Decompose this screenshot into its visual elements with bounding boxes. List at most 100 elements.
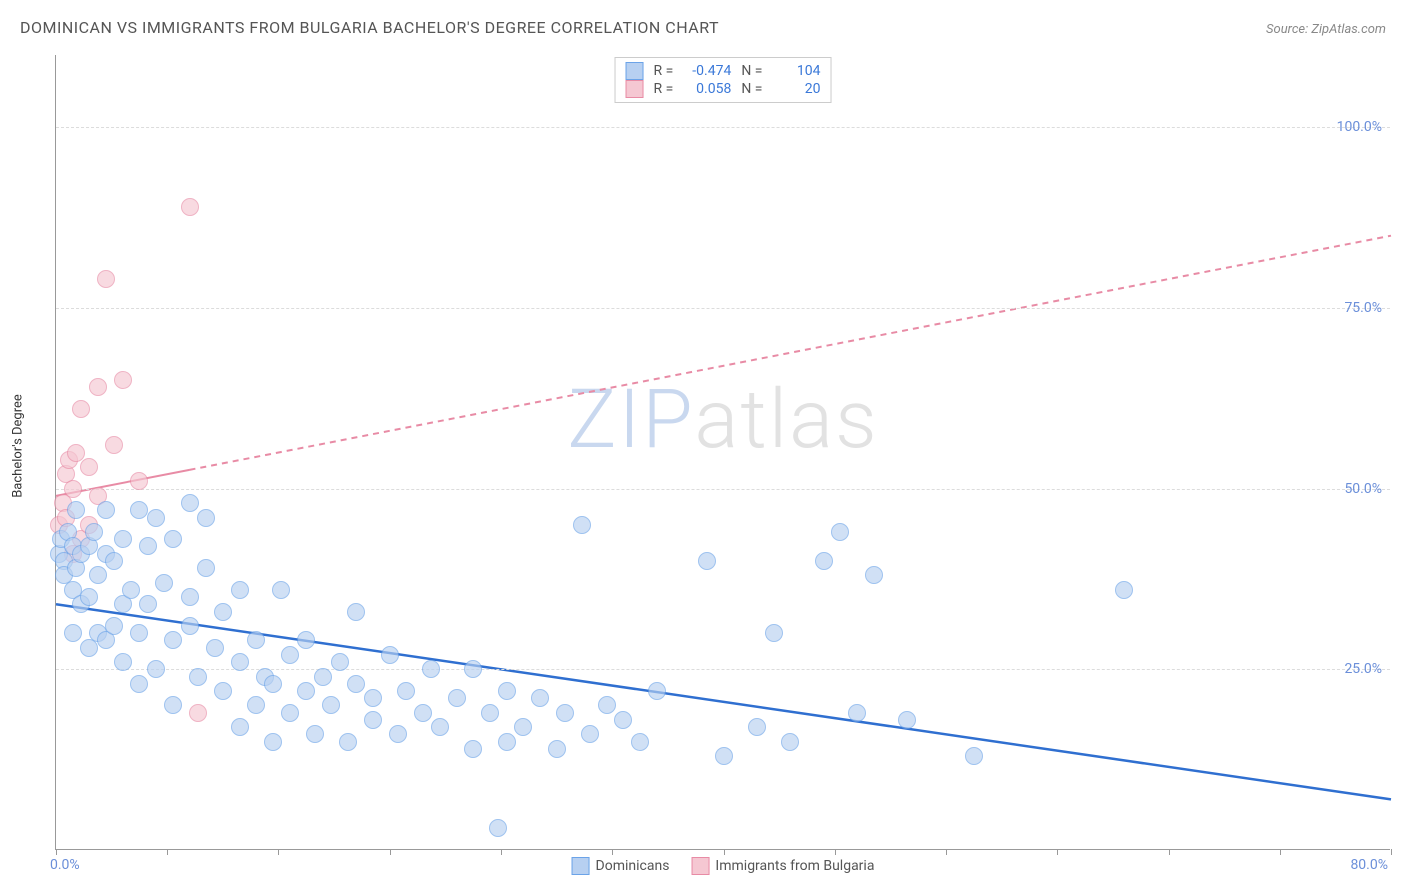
data-point-dominicans — [272, 581, 290, 599]
data-point-dominicans — [556, 704, 574, 722]
r-value-bulgaria: 0.058 — [683, 81, 731, 97]
data-point-dominicans — [573, 516, 591, 534]
data-point-dominicans — [364, 711, 382, 729]
data-point-dominicans — [581, 725, 599, 743]
data-point-dominicans — [865, 566, 883, 584]
data-point-dominicans — [155, 574, 173, 592]
data-point-dominicans — [264, 675, 282, 693]
data-point-bulgaria — [181, 198, 199, 216]
x-tick-mark — [278, 849, 279, 855]
data-point-dominicans — [139, 595, 157, 613]
data-point-dominicans — [281, 646, 299, 664]
data-point-dominicans — [281, 704, 299, 722]
data-point-dominicans — [197, 509, 215, 527]
data-point-dominicans — [164, 696, 182, 714]
data-point-dominicans — [648, 682, 666, 700]
legend-label-bulgaria: Immigrants from Bulgaria — [715, 858, 874, 874]
data-point-dominicans — [364, 689, 382, 707]
data-point-dominicans — [448, 689, 466, 707]
bottom-legend: Dominicans Immigrants from Bulgaria — [572, 857, 875, 875]
x-tick-mark — [835, 849, 836, 855]
data-point-dominicans — [297, 631, 315, 649]
data-point-dominicans — [147, 660, 165, 678]
data-point-dominicans — [231, 653, 249, 671]
legend-label-dominicans: Dominicans — [596, 858, 670, 874]
data-point-dominicans — [422, 660, 440, 678]
y-axis-title: Bachelor's Degree — [11, 394, 26, 498]
x-min-label: 0.0% — [50, 857, 80, 873]
data-point-dominicans — [105, 552, 123, 570]
x-tick-mark — [946, 849, 947, 855]
data-point-dominicans — [815, 552, 833, 570]
data-point-dominicans — [322, 696, 340, 714]
data-point-dominicans — [85, 523, 103, 541]
data-point-dominicans — [464, 660, 482, 678]
data-point-dominicans — [89, 566, 107, 584]
n-label: N = — [741, 81, 762, 97]
data-point-dominicans — [189, 668, 207, 686]
data-point-bulgaria — [89, 378, 107, 396]
swatch-bulgaria — [626, 80, 644, 98]
data-point-dominicans — [214, 682, 232, 700]
data-point-dominicans — [130, 501, 148, 519]
stats-box: R = -0.474 N = 104 R = 0.058 N = 20 — [615, 57, 832, 103]
x-tick-mark — [56, 849, 57, 855]
data-point-dominicans — [381, 646, 399, 664]
r-value-dominicans: -0.474 — [683, 63, 731, 79]
data-point-dominicans — [1115, 581, 1133, 599]
legend-item-dominicans: Dominicans — [572, 857, 670, 875]
y-tick-label: 100.0% — [1337, 119, 1382, 135]
data-point-dominicans — [347, 675, 365, 693]
data-point-dominicans — [105, 617, 123, 635]
data-point-dominicans — [347, 603, 365, 621]
data-point-dominicans — [114, 530, 132, 548]
n-value-dominicans: 104 — [772, 63, 820, 79]
data-point-dominicans — [498, 733, 516, 751]
data-point-dominicans — [297, 682, 315, 700]
r-label: R = — [654, 63, 674, 79]
data-point-dominicans — [67, 501, 85, 519]
data-point-dominicans — [514, 718, 532, 736]
data-point-dominicans — [414, 704, 432, 722]
data-point-dominicans — [80, 588, 98, 606]
y-tick-label: 50.0% — [1344, 481, 1382, 497]
swatch-dominicans — [626, 62, 644, 80]
grid-line — [56, 127, 1390, 128]
data-point-dominicans — [247, 631, 265, 649]
x-tick-mark — [1169, 849, 1170, 855]
data-point-dominicans — [231, 718, 249, 736]
data-point-dominicans — [231, 581, 249, 599]
data-point-dominicans — [481, 704, 499, 722]
data-point-dominicans — [197, 559, 215, 577]
data-point-bulgaria — [64, 480, 82, 498]
data-point-dominicans — [598, 696, 616, 714]
data-point-bulgaria — [80, 458, 98, 476]
x-tick-mark — [167, 849, 168, 855]
x-max-label: 80.0% — [1350, 857, 1388, 873]
data-point-bulgaria — [189, 704, 207, 722]
source-label: Source: ZipAtlas.com — [1266, 22, 1386, 37]
data-point-dominicans — [247, 696, 265, 714]
x-tick-mark — [1280, 849, 1281, 855]
data-point-dominicans — [64, 624, 82, 642]
data-point-dominicans — [831, 523, 849, 541]
data-point-dominicans — [489, 819, 507, 837]
n-label: N = — [741, 63, 762, 79]
data-point-bulgaria — [130, 472, 148, 490]
data-point-dominicans — [130, 624, 148, 642]
grid-line — [56, 489, 1390, 490]
data-point-dominicans — [181, 617, 199, 635]
chart-title: DOMINICAN VS IMMIGRANTS FROM BULGARIA BA… — [20, 18, 719, 37]
data-point-bulgaria — [97, 270, 115, 288]
data-point-dominicans — [97, 501, 115, 519]
data-point-dominicans — [389, 725, 407, 743]
stats-row-bulgaria: R = 0.058 N = 20 — [626, 80, 821, 98]
data-point-dominicans — [206, 639, 224, 657]
data-point-dominicans — [631, 733, 649, 751]
grid-line — [56, 308, 1390, 309]
data-point-dominicans — [748, 718, 766, 736]
data-point-dominicans — [965, 747, 983, 765]
x-tick-mark — [501, 849, 502, 855]
data-point-bulgaria — [67, 444, 85, 462]
data-point-dominicans — [130, 675, 148, 693]
